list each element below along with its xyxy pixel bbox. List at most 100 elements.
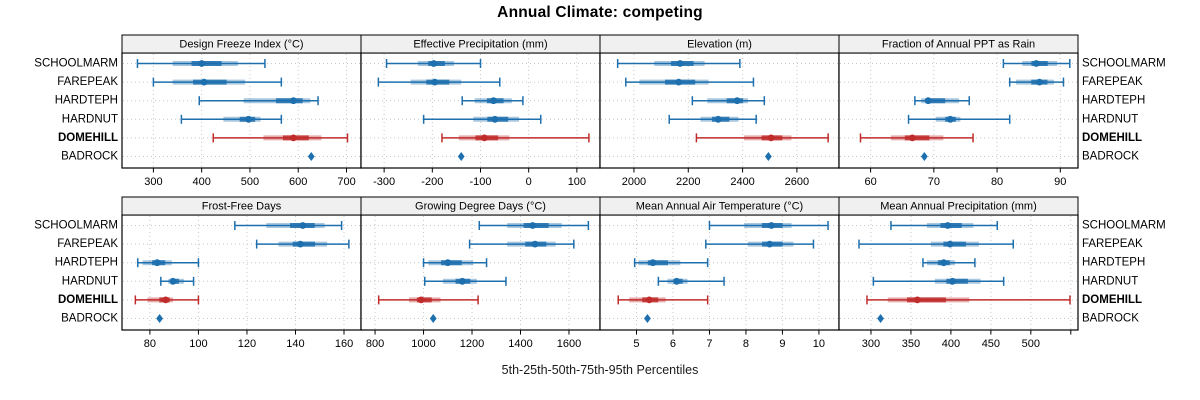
median-dot <box>676 60 684 67</box>
site-label-left: DOMEHILL <box>58 132 118 144</box>
site-label-left: FAREPEAK <box>57 238 118 250</box>
median-dot <box>908 134 916 142</box>
median-dot <box>673 277 681 285</box>
median-dot <box>431 78 439 86</box>
percentile-interval <box>708 221 829 230</box>
percentile-interval <box>907 114 1011 124</box>
axis-tick-label: 80 <box>144 338 156 350</box>
axis-tick-label: 350 <box>902 338 920 350</box>
median-dot <box>417 296 425 304</box>
axis-tick-label: 300 <box>862 338 880 350</box>
panel: Effective Precipitation (mm) -300 -200 -100… <box>360 34 601 188</box>
axis-tick-label: 6 <box>670 338 676 350</box>
percentile-interval <box>422 258 488 268</box>
percentile-interval <box>137 258 200 268</box>
axis-tick-label: -300 <box>373 176 395 188</box>
axis-tick-label: 100 <box>189 338 207 350</box>
panel: Elevation (m) 2000 2200 2400 2600 <box>599 34 840 188</box>
axis-tick-label: 120 <box>238 338 256 350</box>
axis-tick-label: 5 <box>633 338 639 350</box>
percentile-interval <box>890 221 999 230</box>
percentile-interval <box>180 114 283 124</box>
median-dot <box>649 259 657 267</box>
percentile-interval <box>625 77 755 87</box>
axis-tick-label: 9 <box>779 338 785 350</box>
percentile-interval <box>691 96 766 106</box>
median-dot <box>198 60 206 67</box>
median-dot <box>162 296 170 304</box>
site-label-right: DOMEHILL <box>1082 132 1142 144</box>
site-label-left: BADROCK <box>61 151 118 163</box>
percentile-interval <box>866 295 1071 305</box>
percentile-interval <box>858 239 1015 249</box>
site-label-right: DOMEHILL <box>1082 294 1142 306</box>
axis-tick-label: 140 <box>286 338 304 350</box>
axis-tick-label: 8 <box>743 338 749 350</box>
median-dot <box>940 259 948 267</box>
site-label-left: BADROCK <box>61 313 118 325</box>
axis-tick-label: 2600 <box>785 176 809 188</box>
axis-tick-label: 450 <box>982 338 1000 350</box>
axis-tick-label: -100 <box>469 176 491 188</box>
axis-tick-label: 160 <box>335 338 353 350</box>
axis-tick-label: 500 <box>241 176 259 188</box>
site-label-left: FAREPEAK <box>57 76 118 88</box>
percentile-interval <box>441 133 590 143</box>
axis-tick-label: 100 <box>568 176 586 188</box>
axis-tick-label: 2200 <box>676 176 700 188</box>
percentile-interval <box>1008 77 1065 87</box>
median-dot <box>490 97 497 105</box>
panel: Frost-Free Days 80 100 120 140 160 <box>121 196 362 350</box>
panel-strip-title: Growing Degree Days (°C) <box>415 201 546 213</box>
axis-tick-label: 600 <box>289 176 307 188</box>
page-title: Annual Climate: competing <box>497 4 703 21</box>
percentile-interval <box>160 276 195 286</box>
site-label-right: FAREPEAK <box>1082 238 1143 250</box>
axis-tick-label: 2000 <box>622 176 646 188</box>
site-label-left: SCHOOLMARM <box>34 58 118 70</box>
percentile-interval <box>422 114 542 124</box>
median-dot <box>531 240 539 248</box>
median-dot <box>153 259 161 267</box>
site-label-right: BADROCK <box>1082 151 1139 163</box>
median-dot <box>768 222 775 229</box>
median-dot <box>296 240 304 248</box>
site-label-left: SCHOOLMARM <box>34 220 118 232</box>
panel-strip-title: Effective Precipitation (mm) <box>413 39 547 51</box>
percentile-interval <box>468 239 575 249</box>
axis-tick-label: 300 <box>144 176 162 188</box>
median-dot <box>529 222 537 229</box>
percentile-interval <box>377 295 479 305</box>
median-dot <box>299 222 307 229</box>
site-label-right: HARDNUT <box>1082 113 1138 125</box>
site-label-left: HARDTEPH <box>55 257 118 269</box>
median-dot <box>480 134 488 142</box>
axis-tick-label: 1400 <box>508 338 532 350</box>
axis-tick-label: 400 <box>942 338 960 350</box>
percentile-interval <box>198 96 319 106</box>
percentile-interval <box>1002 59 1071 68</box>
point-diamond <box>644 314 651 323</box>
median-dot <box>645 296 653 304</box>
point-diamond <box>457 152 465 161</box>
median-dot <box>946 240 954 248</box>
median-dot <box>946 115 954 123</box>
percentile-interval <box>657 276 725 286</box>
percentile-interval <box>616 59 741 68</box>
median-dot <box>200 78 208 86</box>
panel-strip-title: Mean Annual Air Temperature (°C) <box>636 201 803 213</box>
site-label-right: FAREPEAK <box>1082 76 1143 88</box>
percentile-interval <box>617 295 709 305</box>
median-dot <box>944 222 952 229</box>
median-dot <box>458 277 466 285</box>
median-dot <box>924 97 932 105</box>
panel: Mean Annual Precipitation (mm) 300 350 400 4… <box>838 196 1079 350</box>
axis-tick-label: 2400 <box>730 176 754 188</box>
axis-tick-label: 700 <box>337 176 355 188</box>
point-diamond <box>307 152 315 161</box>
median-dot <box>767 134 775 142</box>
panel: Growing Degree Days (°C) 800 1000 1200 1400 1… <box>360 196 601 350</box>
percentile-interval <box>134 295 200 305</box>
median-dot <box>1032 60 1040 67</box>
